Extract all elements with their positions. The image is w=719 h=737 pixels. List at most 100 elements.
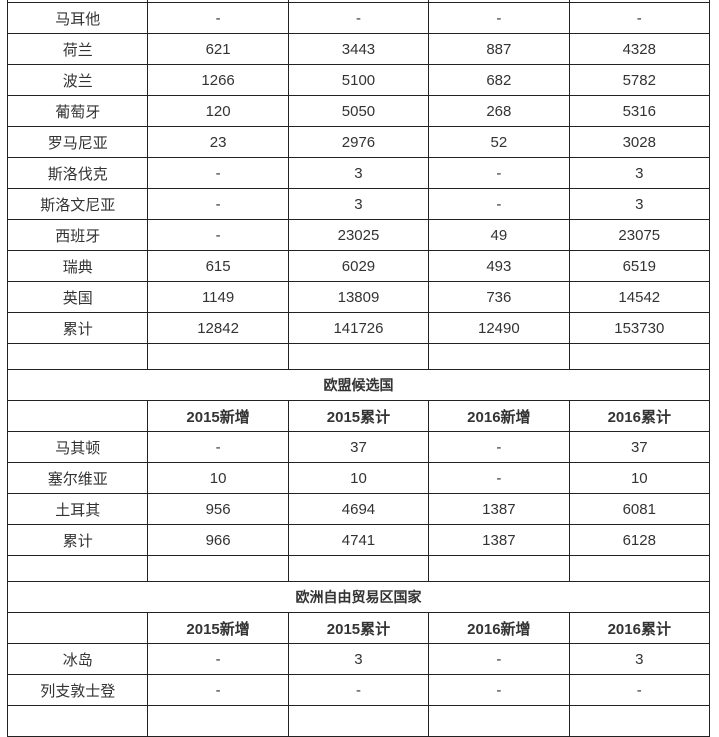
- value-cell: -: [428, 2, 570, 34]
- value-cell: 37: [287, 431, 430, 463]
- country-cell: 斯洛文尼亚: [6, 188, 149, 220]
- value-cell: -: [147, 431, 289, 463]
- country-cell: 斯洛伐克: [6, 157, 149, 189]
- table-row: 罗马尼亚 23 2976 52 3028: [6, 126, 711, 158]
- value-cell: 141726: [287, 312, 430, 344]
- value-cell: 1266: [147, 64, 289, 96]
- table-row: 塞尔维亚 10 10-10: [6, 462, 711, 494]
- value-cell: 621: [147, 33, 289, 65]
- value-cell: 956: [147, 493, 289, 525]
- empty-cell: [287, 555, 430, 582]
- empty-cell: [6, 555, 149, 582]
- value-cell: 1387: [428, 493, 570, 525]
- value-cell: 4741: [287, 524, 430, 556]
- empty-cell: [568, 555, 711, 582]
- value-cell: 2976: [287, 126, 430, 158]
- column-header: 2015累计: [287, 612, 430, 644]
- value-cell: -: [147, 188, 289, 220]
- country-cell: 葡萄牙: [6, 95, 149, 127]
- value-cell: 4694: [287, 493, 430, 525]
- table-row: 波兰 1266 5100 682 5782: [6, 64, 711, 96]
- value-cell: 1387: [428, 524, 570, 556]
- value-cell: 1149: [147, 281, 289, 313]
- value-cell: 3: [568, 643, 711, 675]
- column-header: 2016新增: [428, 400, 570, 432]
- value-cell: -: [428, 188, 570, 220]
- value-cell: 14542: [568, 281, 711, 313]
- empty-row: [6, 555, 711, 582]
- table-row: 土耳其 956 4694 1387 6081: [6, 493, 711, 525]
- value-cell: 3: [287, 157, 430, 189]
- value-cell: 966: [147, 524, 289, 556]
- country-cell: 马耳他: [6, 2, 149, 34]
- value-cell: -: [428, 431, 570, 463]
- column-header: 2016累计: [568, 400, 711, 432]
- value-cell: 5316: [568, 95, 711, 127]
- table-row: 荷兰 621 3443 887 4328: [6, 33, 711, 65]
- empty-cell: [147, 555, 289, 582]
- value-cell: 3: [568, 157, 711, 189]
- value-cell: 10: [287, 462, 430, 494]
- table-row: 冰岛 -3-3: [6, 643, 711, 675]
- value-cell: 3: [568, 188, 711, 220]
- value-cell: 49: [428, 219, 570, 251]
- value-cell: 3028: [568, 126, 711, 158]
- empty-cell: [428, 343, 570, 370]
- value-cell: 268: [428, 95, 570, 127]
- country-cell: 荷兰: [6, 33, 149, 65]
- value-cell: -: [428, 157, 570, 189]
- value-cell: -: [428, 643, 570, 675]
- value-cell: -: [568, 674, 711, 706]
- value-cell: -: [428, 462, 570, 494]
- value-cell: 23: [147, 126, 289, 158]
- country-cell: 塞尔维亚: [6, 462, 149, 494]
- statistics-table: 马耳他 - - - - 荷兰 621 3443 887 4328 波兰 1266 5100 682 5782…: [6, 0, 711, 737]
- value-cell: 23075: [568, 219, 711, 251]
- empty-cell: [147, 705, 289, 737]
- country-cell: 累计: [6, 312, 149, 344]
- value-cell: 13809: [287, 281, 430, 313]
- empty-cell: [147, 343, 289, 370]
- empty-cell: [428, 705, 570, 737]
- table-row: 斯洛伐克 -3-3: [6, 157, 711, 189]
- section-title: 欧洲自由贸易区国家: [7, 581, 710, 613]
- column-header: 2015新增: [147, 400, 289, 432]
- value-cell: 3443: [287, 33, 430, 65]
- empty-cell: [428, 555, 570, 582]
- value-cell: 12842: [147, 312, 289, 344]
- country-cell: 瑞典: [6, 250, 149, 282]
- table-row: 西班牙 -23025 49 23075: [6, 219, 711, 251]
- country-cell: 西班牙: [6, 219, 149, 251]
- table-row: 马其顿 -37-37: [6, 431, 711, 463]
- country-cell: 累计: [6, 524, 149, 556]
- value-cell: 4328: [568, 33, 711, 65]
- country-cell: 土耳其: [6, 493, 149, 525]
- value-cell: -: [147, 157, 289, 189]
- table-row: 列支敦士登 - - - -: [6, 674, 711, 706]
- value-cell: 10: [147, 462, 289, 494]
- value-cell: -: [147, 219, 289, 251]
- value-cell: 682: [428, 64, 570, 96]
- value-cell: 3: [287, 643, 430, 675]
- value-cell: 120: [147, 95, 289, 127]
- value-cell: 5100: [287, 64, 430, 96]
- country-cell: 马其顿: [6, 431, 149, 463]
- table-row: 葡萄牙 120 5050 268 5316: [6, 95, 711, 127]
- value-cell: 6519: [568, 250, 711, 282]
- value-cell: 23025: [287, 219, 430, 251]
- table-row: 马耳他 - - - -: [6, 2, 711, 34]
- value-cell: -: [147, 643, 289, 675]
- section-title: 欧盟候选国: [7, 369, 710, 401]
- header-row: 2015新增 2015累计 2016新增 2016累计: [6, 400, 711, 432]
- value-cell: -: [428, 674, 570, 706]
- country-cell: 列支敦士登: [6, 674, 149, 706]
- value-cell: 493: [428, 250, 570, 282]
- value-cell: 153730: [568, 312, 711, 344]
- value-cell: 3: [287, 188, 430, 220]
- empty-cell: [568, 343, 711, 370]
- section-title-row: 欧洲自由贸易区国家: [7, 581, 710, 613]
- empty-cell: [6, 705, 149, 737]
- country-cell: 罗马尼亚: [6, 126, 149, 158]
- value-cell: 736: [428, 281, 570, 313]
- section-title-row: 欧盟候选国: [7, 369, 710, 401]
